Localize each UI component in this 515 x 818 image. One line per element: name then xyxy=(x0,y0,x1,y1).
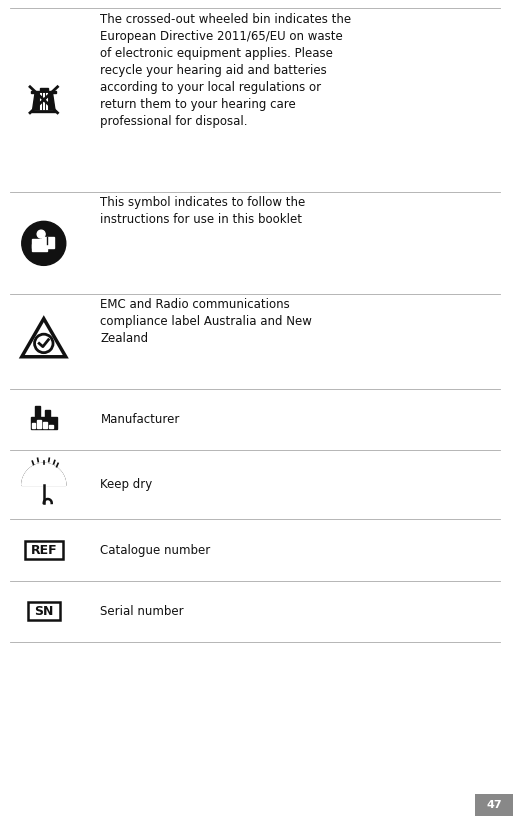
Bar xyxy=(475,794,513,816)
Polygon shape xyxy=(31,110,56,112)
Text: 47: 47 xyxy=(486,800,502,810)
Polygon shape xyxy=(32,471,36,473)
Text: Manufacturer: Manufacturer xyxy=(100,413,180,425)
Polygon shape xyxy=(35,407,40,417)
Polygon shape xyxy=(32,239,47,251)
Polygon shape xyxy=(45,411,50,417)
Circle shape xyxy=(37,230,45,238)
Bar xyxy=(25,541,63,560)
Polygon shape xyxy=(59,479,60,482)
Polygon shape xyxy=(42,236,54,245)
Text: The crossed-out wheeled bin indicates the
European Directive 2011/65/EU on waste: The crossed-out wheeled bin indicates th… xyxy=(100,13,352,128)
Polygon shape xyxy=(32,245,54,248)
Polygon shape xyxy=(40,88,47,91)
Polygon shape xyxy=(22,463,66,485)
Polygon shape xyxy=(30,417,57,429)
Polygon shape xyxy=(52,471,55,473)
Text: SN: SN xyxy=(34,605,54,618)
Text: REF: REF xyxy=(30,544,57,556)
Text: Catalogue number: Catalogue number xyxy=(100,544,211,556)
Text: This symbol indicates to follow the
instructions for use in this booklet: This symbol indicates to follow the inst… xyxy=(100,196,306,227)
Text: Keep dry: Keep dry xyxy=(100,479,152,491)
Polygon shape xyxy=(28,479,29,482)
Circle shape xyxy=(22,222,66,265)
Polygon shape xyxy=(43,421,47,428)
Text: EMC and Radio communications
compliance label Australia and New
Zealand: EMC and Radio communications compliance … xyxy=(100,299,312,345)
Bar xyxy=(28,602,60,621)
Polygon shape xyxy=(32,93,55,110)
Polygon shape xyxy=(37,420,41,428)
Polygon shape xyxy=(22,463,66,485)
Polygon shape xyxy=(49,425,53,428)
Polygon shape xyxy=(31,91,56,93)
Text: Serial number: Serial number xyxy=(100,605,184,618)
Polygon shape xyxy=(32,423,36,428)
